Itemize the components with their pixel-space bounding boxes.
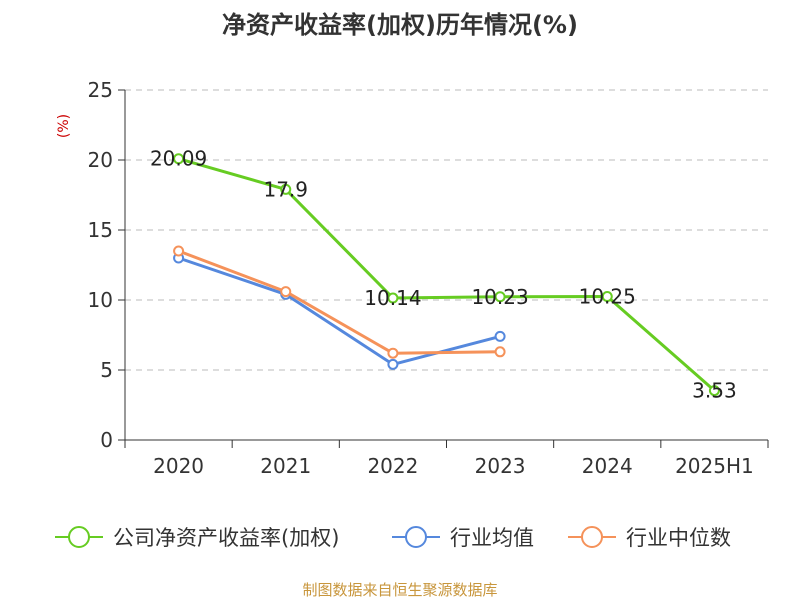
- legend-swatch-marker: [68, 526, 90, 548]
- x-tick-label: 2020: [153, 454, 204, 478]
- data-point: [387, 292, 399, 304]
- data-point: [494, 330, 506, 342]
- axes: 0 5 10 15 20 25 2020 2021 2022 2023 2024 2025H1: [88, 78, 769, 478]
- gridlines: [125, 89, 768, 371]
- source-note: 制图数据来自恒生聚源数据库: [302, 581, 497, 599]
- series-lines: [173, 153, 720, 397]
- series-line: [178, 249, 501, 355]
- y-tick-label: 5: [100, 358, 113, 382]
- y-tick-label: 0: [100, 428, 113, 452]
- legend-label: 行业中位数: [626, 526, 731, 550]
- data-point: [280, 286, 292, 298]
- y-tick-label: 15: [88, 218, 113, 242]
- data-label: 10.14: [364, 286, 421, 310]
- legend-swatch-marker: [405, 526, 427, 548]
- y-tick-label: 25: [88, 78, 113, 102]
- data-point: [494, 291, 506, 303]
- data-labels: 20.09 17.9 10.14 10.23 10.25 3.53: [150, 147, 737, 403]
- data-label: 10.25: [579, 285, 636, 309]
- data-point: [494, 346, 506, 358]
- series-line: [178, 157, 716, 392]
- x-tick-label: 2025H1: [675, 454, 754, 478]
- legend-label: 公司净资产收益率(加权): [113, 526, 339, 550]
- data-label: 17.9: [263, 177, 308, 201]
- legend: 公司净资产收益率(加权) 行业均值 行业中位数: [55, 526, 731, 550]
- y-tick-label: 20: [88, 148, 113, 172]
- x-tick-label: 2021: [260, 454, 311, 478]
- y-tick-label: 10: [88, 288, 113, 312]
- data-point: [173, 245, 185, 257]
- y-axis-unit: (%): [56, 114, 72, 138]
- data-point: [387, 358, 399, 370]
- x-tick-label: 2024: [582, 454, 633, 478]
- data-label: 10.23: [471, 285, 528, 309]
- x-tick-label: 2023: [475, 454, 526, 478]
- x-tick-label: 2022: [367, 454, 418, 478]
- data-point: [173, 153, 185, 165]
- data-point: [280, 183, 292, 195]
- data-point: [708, 385, 720, 397]
- data-point: [387, 347, 399, 359]
- data-label: 20.09: [150, 147, 207, 171]
- series-line: [178, 256, 501, 366]
- data-point: [601, 291, 613, 302]
- chart-title: 净资产收益率(加权)历年情况(%): [222, 11, 578, 39]
- legend-swatch-marker: [581, 526, 603, 548]
- data-label: 3.53: [692, 379, 737, 403]
- legend-label: 行业均值: [450, 526, 534, 550]
